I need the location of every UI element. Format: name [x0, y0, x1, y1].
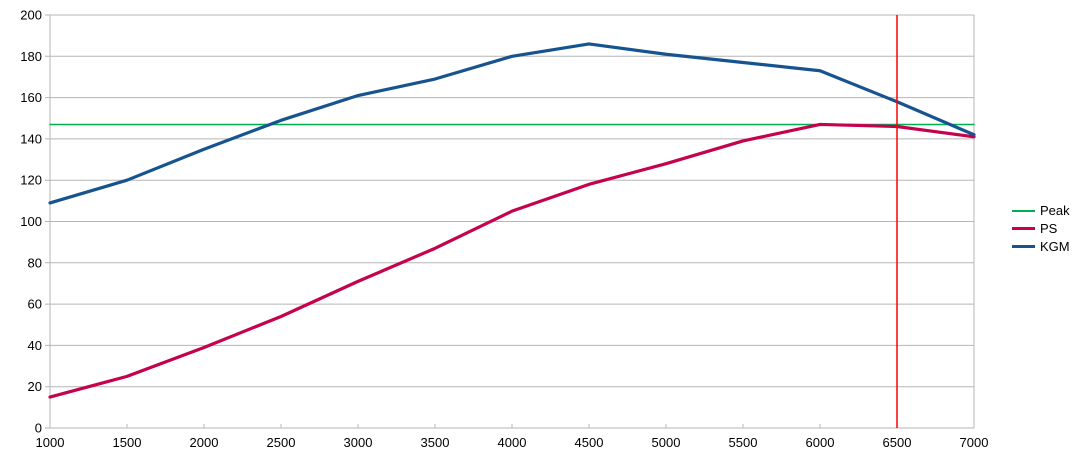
- x-axis-label: 7000: [960, 435, 989, 450]
- y-axis-label: 140: [20, 131, 42, 146]
- y-axis-label: 120: [20, 173, 42, 188]
- x-axis-label: 1500: [113, 435, 142, 450]
- y-axis-label: 160: [20, 90, 42, 105]
- y-axis-label: 100: [20, 214, 42, 229]
- legend: Peak PS KGM: [1012, 203, 1070, 254]
- kgm-series-line: [48, 42, 976, 205]
- y-axis-label: 40: [28, 338, 42, 353]
- x-axis-label: 5000: [652, 435, 681, 450]
- y-axis-label: 0: [35, 421, 42, 436]
- y-axis-label: 200: [20, 8, 42, 23]
- y-axis-label: 20: [28, 379, 42, 394]
- x-axis-label: 3500: [421, 435, 450, 450]
- ps-series-line: [48, 122, 976, 399]
- legend-item-peak: Peak: [1012, 203, 1070, 218]
- x-axis-label: 1000: [36, 435, 65, 450]
- peak-line-swatch: [1012, 209, 1035, 212]
- legend-item-ps: PS: [1012, 221, 1070, 236]
- ps-line-swatch: [1012, 227, 1035, 230]
- x-axis-label: 3000: [344, 435, 373, 450]
- x-axis-label: 2500: [267, 435, 296, 450]
- x-axis-label: 4500: [575, 435, 604, 450]
- legend-label-ps: PS: [1040, 221, 1058, 236]
- legend-label-kgm: KGM: [1040, 239, 1070, 254]
- y-axis-label: 180: [20, 49, 42, 64]
- kgm-line-swatch: [1012, 245, 1035, 248]
- x-axis-label: 6000: [806, 435, 835, 450]
- x-axis-label: 6500: [883, 435, 912, 450]
- legend-label-peak: Peak: [1040, 203, 1070, 218]
- x-axis-label: 5500: [729, 435, 758, 450]
- x-axis-label: 4000: [498, 435, 527, 450]
- y-axis-label: 80: [28, 255, 42, 270]
- legend-item-kgm: KGM: [1012, 239, 1070, 254]
- y-axis-label: 60: [28, 297, 42, 312]
- x-axis-label: 2000: [190, 435, 219, 450]
